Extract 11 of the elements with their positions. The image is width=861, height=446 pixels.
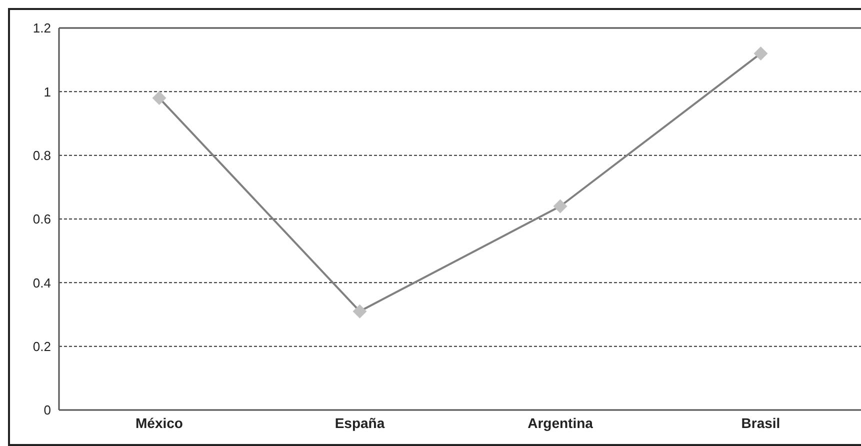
x-tick-label: México [136,414,183,431]
y-tick-label: 0.8 [32,148,51,163]
y-tick-label: 0.4 [32,275,51,290]
x-tick-label: España [334,414,385,431]
y-tick-label: 1 [44,84,51,100]
y-tick-label: 1.2 [32,20,51,36]
x-tick-label: Argentina [528,414,594,431]
y-tick-label: 0.6 [32,212,51,227]
y-tick-label: 0 [44,402,51,418]
x-tick-label: Brasil [741,414,780,431]
y-tick-label: 0.2 [32,338,51,354]
